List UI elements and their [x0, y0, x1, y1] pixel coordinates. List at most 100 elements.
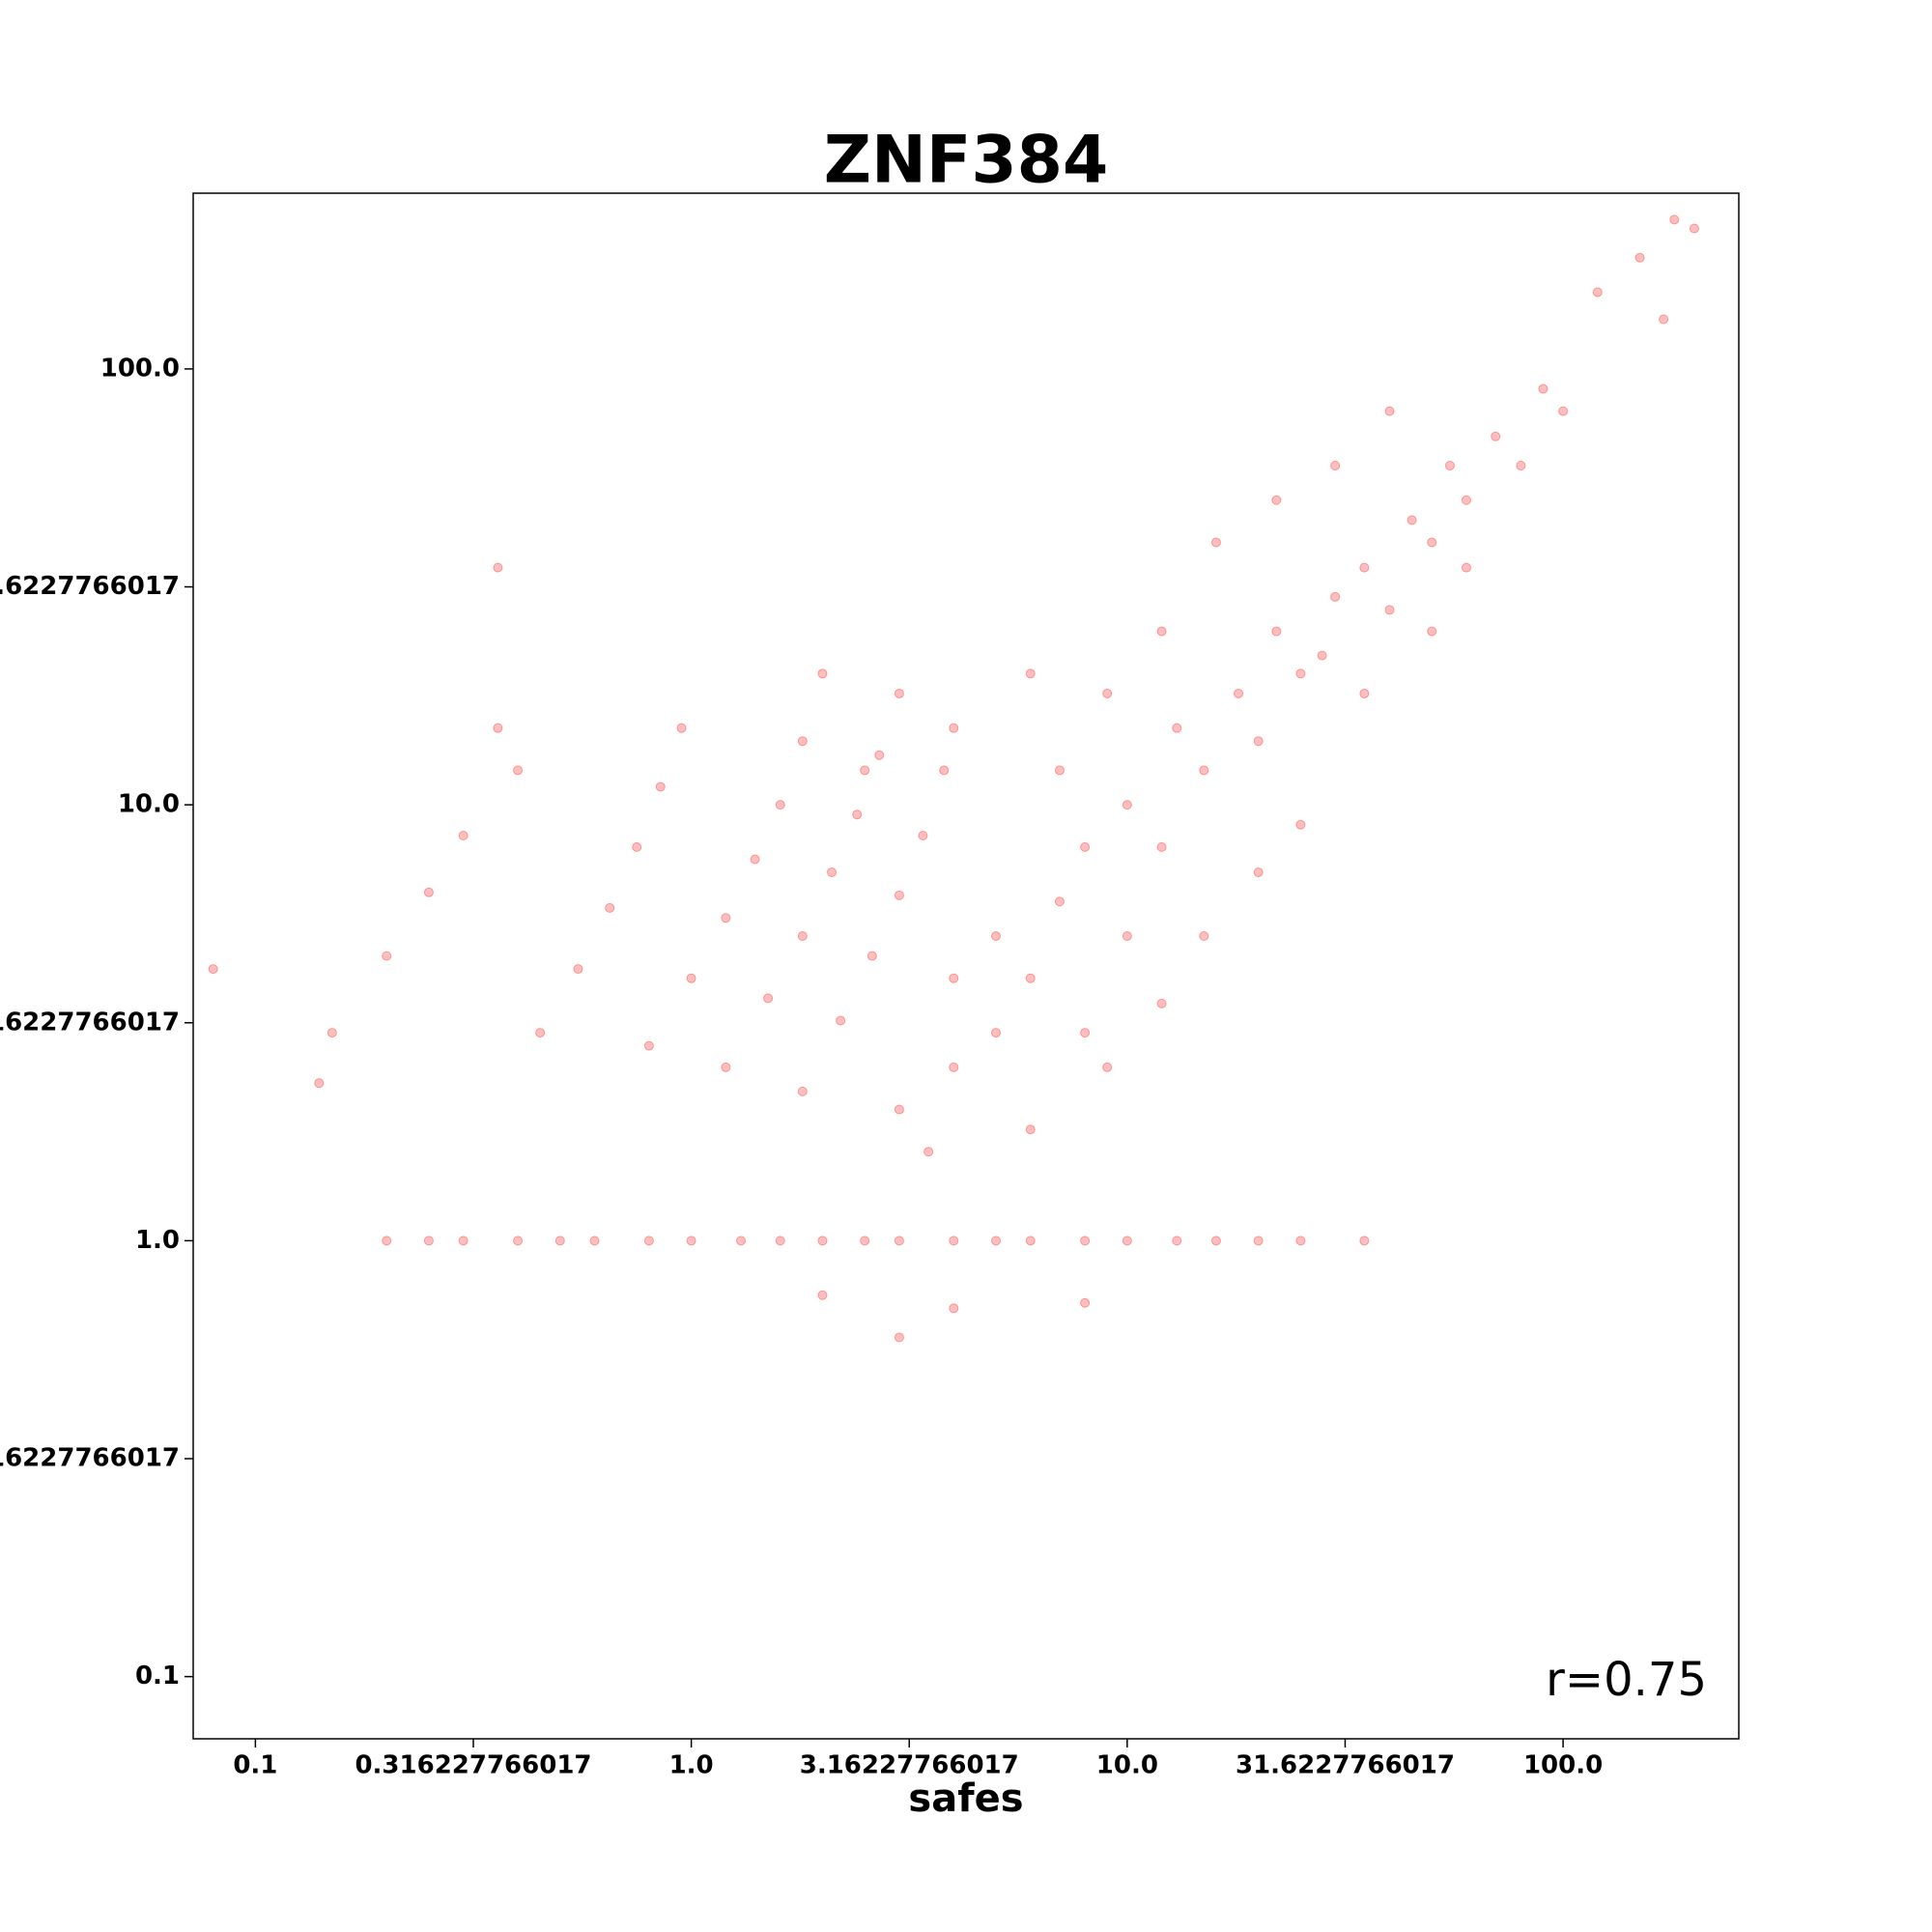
- point: [1080, 1297, 1091, 1308]
- point: [1634, 252, 1645, 263]
- y-tick-label: 1.0: [135, 1226, 180, 1255]
- point: [1025, 1124, 1036, 1135]
- point: [327, 1028, 337, 1038]
- point: [1384, 605, 1395, 615]
- point: [1210, 1236, 1221, 1246]
- point: [1234, 688, 1244, 698]
- point: [1025, 1236, 1036, 1246]
- point: [1406, 515, 1417, 526]
- point: [1461, 562, 1471, 573]
- point: [1444, 461, 1455, 471]
- x-tick-label: 3.16227766017: [800, 1751, 1019, 1780]
- point: [493, 723, 503, 733]
- point: [1538, 384, 1548, 394]
- point: [923, 1147, 934, 1157]
- point: [827, 867, 838, 878]
- point: [1659, 314, 1669, 325]
- point: [1427, 537, 1437, 548]
- point: [1689, 223, 1699, 234]
- point: [655, 781, 666, 792]
- point: [1172, 1236, 1182, 1246]
- point: [643, 1236, 654, 1246]
- point: [1253, 1236, 1264, 1246]
- point: [874, 750, 885, 760]
- point: [894, 1236, 904, 1246]
- point: [852, 810, 863, 820]
- point: [513, 1236, 524, 1246]
- point: [686, 1236, 696, 1246]
- point: [991, 930, 1002, 941]
- point: [775, 800, 785, 810]
- point: [1359, 562, 1370, 573]
- point: [991, 1236, 1002, 1246]
- point: [1210, 537, 1221, 548]
- point: [1491, 431, 1501, 441]
- plot-frame: [192, 192, 1740, 1740]
- point: [1592, 287, 1603, 298]
- point: [1295, 668, 1306, 679]
- point: [676, 723, 687, 733]
- chart-title: ZNF384: [824, 123, 1109, 199]
- point: [1359, 688, 1370, 698]
- point: [1330, 591, 1341, 602]
- annotation: r=0.75: [1546, 1653, 1707, 1707]
- point: [458, 1236, 469, 1246]
- x-tick-label: 0.1: [233, 1751, 277, 1780]
- x-tick-label: 1.0: [669, 1751, 714, 1780]
- points: [208, 214, 1699, 1343]
- point: [797, 736, 808, 747]
- point: [535, 1028, 546, 1038]
- point: [750, 854, 760, 865]
- y-tick-label: 3.16227766017: [0, 1008, 180, 1037]
- point: [991, 1028, 1002, 1038]
- point: [1271, 495, 1282, 505]
- point: [1359, 1236, 1370, 1246]
- y-tick-label: 31.6227766017: [0, 572, 180, 601]
- point: [1054, 765, 1065, 776]
- point: [894, 890, 904, 900]
- point: [1122, 800, 1132, 810]
- point: [643, 1040, 654, 1051]
- point: [721, 1062, 731, 1072]
- point: [894, 1332, 904, 1343]
- point: [1317, 650, 1327, 661]
- point: [860, 765, 870, 776]
- point: [775, 1236, 785, 1246]
- y-tick-label: 0.316227766017: [0, 1444, 180, 1473]
- point: [589, 1236, 600, 1246]
- point: [513, 765, 524, 776]
- point: [860, 1236, 870, 1246]
- point: [208, 964, 218, 975]
- point: [1253, 867, 1264, 878]
- point: [736, 1236, 747, 1246]
- point: [763, 993, 774, 1004]
- point: [1427, 626, 1437, 637]
- point: [632, 841, 642, 852]
- point: [1516, 461, 1526, 471]
- point: [1156, 998, 1167, 1009]
- point: [314, 1078, 325, 1089]
- point: [1271, 626, 1282, 637]
- point: [554, 1236, 565, 1246]
- point: [1156, 841, 1167, 852]
- point: [894, 688, 904, 698]
- point: [1172, 723, 1182, 733]
- point: [1156, 626, 1167, 637]
- point: [1025, 668, 1036, 679]
- point: [1102, 1062, 1113, 1072]
- point: [1080, 1028, 1091, 1038]
- point: [949, 1236, 959, 1246]
- point: [605, 902, 615, 913]
- point: [817, 668, 828, 679]
- point: [1025, 973, 1036, 983]
- point: [817, 1290, 828, 1300]
- point: [493, 562, 503, 573]
- point: [949, 1303, 959, 1314]
- point: [1122, 1236, 1132, 1246]
- x-tick-label: 100.0: [1523, 1751, 1603, 1780]
- point: [894, 1104, 904, 1115]
- point: [1080, 1236, 1091, 1246]
- point: [867, 951, 877, 961]
- point: [1253, 736, 1264, 747]
